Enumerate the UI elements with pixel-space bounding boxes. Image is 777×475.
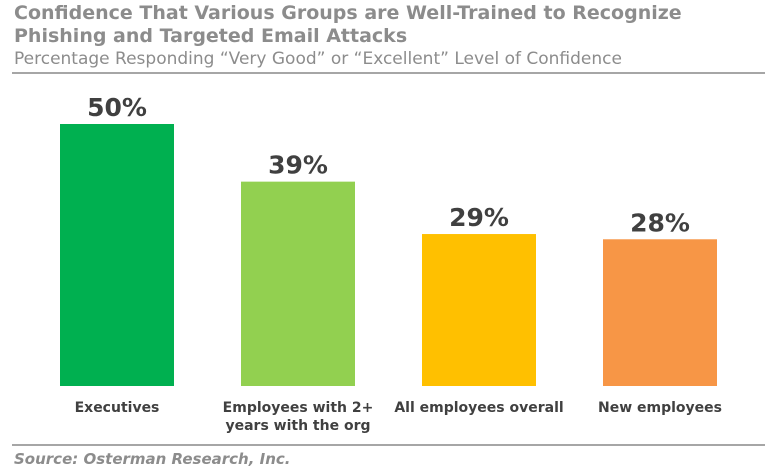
- value-label-3: 28%: [630, 208, 690, 237]
- category-label-1-line-0: Employees with 2+: [223, 400, 374, 416]
- bar-2: [422, 234, 536, 386]
- category-label-2: All employees overall: [394, 400, 563, 416]
- bar-1: [241, 181, 355, 386]
- value-label-0: 50%: [87, 93, 147, 122]
- category-label-1-line-1: years with the org: [225, 418, 370, 434]
- bottom-divider: [12, 444, 765, 446]
- value-label-1: 39%: [268, 151, 328, 180]
- category-label-0: Executives: [75, 400, 160, 416]
- top-divider: [12, 72, 765, 74]
- value-label-2: 29%: [449, 203, 509, 232]
- bar-0: [60, 124, 174, 386]
- chart-subtitle: Percentage Responding “Very Good” or “Ex…: [14, 49, 622, 69]
- source-note: Source: Osterman Research, Inc.: [14, 450, 291, 468]
- bar-3: [603, 239, 717, 386]
- category-label-3: New employees: [598, 400, 722, 416]
- chart-title: Confidence That Various Groups are Well-…: [14, 2, 682, 47]
